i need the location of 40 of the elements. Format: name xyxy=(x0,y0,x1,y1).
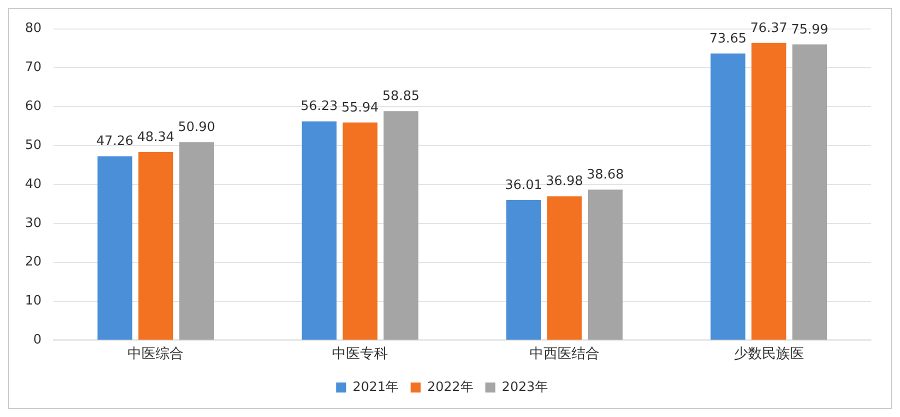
bar xyxy=(751,42,786,340)
data-label: 76.37 xyxy=(750,20,788,36)
data-label: 55.94 xyxy=(341,100,379,116)
x-tick-label: 中西医结合 xyxy=(529,346,600,362)
bar xyxy=(547,196,582,340)
y-tick-label: 50 xyxy=(24,138,42,153)
data-label: 56.23 xyxy=(300,99,338,114)
bar xyxy=(710,54,746,340)
bar xyxy=(384,111,418,340)
y-tick-label: 20 xyxy=(24,254,42,270)
y-tick-label: 70 xyxy=(24,60,42,76)
x-tick-label: 中医专科 xyxy=(332,346,388,362)
data-label: 75.99 xyxy=(791,22,828,38)
x-tick-label: 少数民族医 xyxy=(734,346,804,362)
y-tick-label: 40 xyxy=(24,176,42,192)
y-tick-label: 30 xyxy=(24,216,42,231)
bar xyxy=(179,142,214,340)
bar xyxy=(138,152,174,340)
x-tick-label: 中医综合 xyxy=(128,346,184,362)
bar xyxy=(506,200,541,340)
data-label: 58.85 xyxy=(382,89,420,104)
data-label: 38.68 xyxy=(586,168,624,183)
data-label: 50.90 xyxy=(178,120,216,135)
data-label: 36.01 xyxy=(504,178,542,193)
bar xyxy=(342,122,378,340)
bar xyxy=(792,44,828,340)
legend-label: 2021年 xyxy=(352,380,399,395)
bar xyxy=(588,190,623,340)
y-tick-label: 60 xyxy=(24,99,42,114)
data-label: 47.26 xyxy=(96,134,134,150)
data-label: 48.34 xyxy=(137,130,174,145)
y-tick-label: 0 xyxy=(33,332,42,348)
y-tick-label: 10 xyxy=(24,294,42,309)
legend-label: 2022年 xyxy=(427,380,474,395)
y-tick-label: 80 xyxy=(24,21,42,36)
bar xyxy=(302,121,337,340)
data-label: 36.98 xyxy=(546,174,584,190)
data-label: 73.65 xyxy=(709,31,747,46)
legend-label: 2023年 xyxy=(502,380,548,395)
bar xyxy=(97,156,132,340)
